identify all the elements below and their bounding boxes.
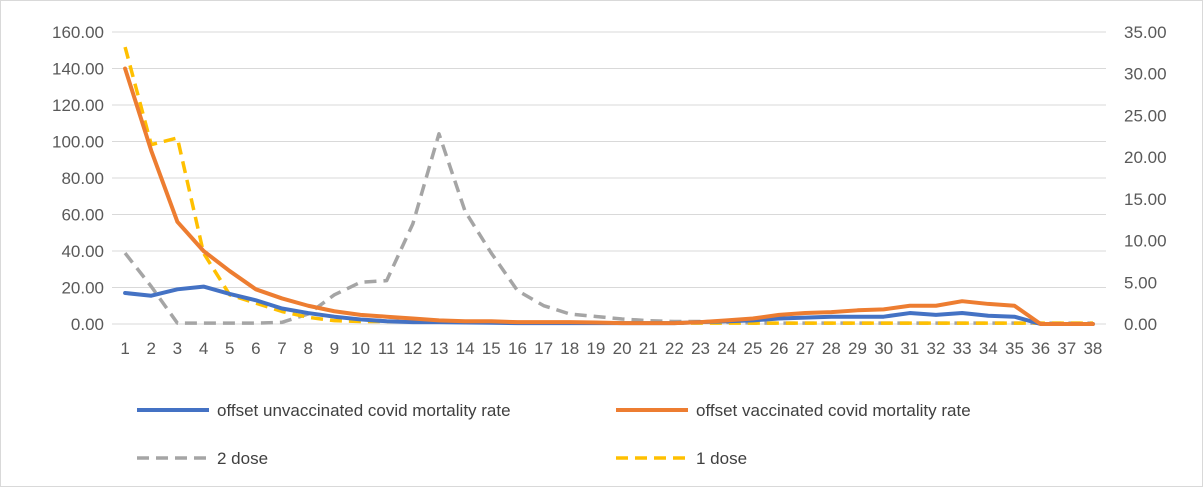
left-y-tick-label: 140.00: [52, 60, 104, 79]
x-tick-label: 1: [120, 339, 129, 358]
x-tick-label: 33: [953, 339, 972, 358]
x-tick-label: 10: [351, 339, 370, 358]
left-y-tick-label: 40.00: [61, 242, 104, 261]
x-tick-label: 32: [927, 339, 946, 358]
x-tick-label: 16: [508, 339, 527, 358]
right-y-tick-label: 25.00: [1124, 106, 1167, 125]
x-tick-label: 9: [330, 339, 339, 358]
x-tick-label: 19: [586, 339, 605, 358]
x-tick-label: 25: [743, 339, 762, 358]
legend: offset unvaccinated covid mortality rate…: [137, 401, 971, 468]
x-tick-label: 29: [848, 339, 867, 358]
x-tick-label: 34: [979, 339, 998, 358]
left-y-tick-label: 120.00: [52, 96, 104, 115]
x-tick-label: 30: [874, 339, 893, 358]
x-tick-label: 11: [378, 339, 396, 358]
x-tick-label: 14: [456, 339, 475, 358]
x-tick-label: 2: [147, 339, 156, 358]
x-tick-label: 17: [534, 339, 553, 358]
series-group: [123, 46, 1095, 326]
x-tick-label: 36: [1031, 339, 1050, 358]
left-y-tick-label: 100.00: [52, 133, 104, 152]
x-tick-label: 5: [225, 339, 234, 358]
x-tick-label: 13: [430, 339, 449, 358]
x-tick-label: 26: [770, 339, 789, 358]
legend-label: 1 dose: [696, 449, 747, 468]
series-line-2-dose: [123, 132, 1093, 325]
x-tick-label: 7: [277, 339, 286, 358]
series-line-offset-vaccinated-covid-mortality-rate: [123, 66, 1095, 326]
x-tick-label: 8: [303, 339, 312, 358]
right-y-tick-label: 0.00: [1124, 315, 1157, 334]
right-y-axis-ticks: 0.00 5.00 10.00 15.00 20.00 25.00 30.00 35.00: [1124, 23, 1167, 334]
legend-label: 2 dose: [217, 449, 268, 468]
right-y-tick-label: 20.00: [1124, 148, 1167, 167]
right-y-tick-label: 5.00: [1124, 273, 1157, 292]
x-tick-label: 12: [403, 339, 422, 358]
left-y-tick-label: 60.00: [61, 206, 104, 225]
x-tick-label: 3: [173, 339, 182, 358]
x-tick-label: 6: [251, 339, 260, 358]
x-tick-label: 27: [796, 339, 815, 358]
left-y-tick-label: 20.00: [61, 279, 104, 298]
x-tick-label: 24: [717, 339, 736, 358]
legend-label: offset unvaccinated covid mortality rate: [217, 401, 511, 420]
x-tick-label: 28: [822, 339, 841, 358]
left-y-tick-label: 160.00: [52, 23, 104, 42]
x-tick-label: 38: [1083, 339, 1102, 358]
series-line-1-dose: [123, 46, 1093, 325]
x-tick-label: 23: [691, 339, 710, 358]
x-axis-ticks: 1 2 3 4 5 6 7 8 9 10 11 12 13 14 15 16 17 18 19 20 21 22 23 24 2…: [120, 339, 1102, 358]
gridlines: [112, 31, 1106, 325]
left-y-tick-label: 80.00: [61, 169, 104, 188]
x-tick-label: 31: [900, 339, 919, 358]
x-tick-label: 20: [613, 339, 632, 358]
x-tick-label: 21: [639, 339, 658, 358]
right-y-tick-label: 30.00: [1124, 65, 1167, 84]
right-y-tick-label: 15.00: [1124, 190, 1167, 209]
x-tick-label: 15: [482, 339, 501, 358]
left-y-tick-label: 0.00: [71, 315, 104, 334]
x-tick-label: 35: [1005, 339, 1024, 358]
right-y-tick-label: 35.00: [1124, 23, 1167, 42]
x-tick-label: 22: [665, 339, 684, 358]
legend-label: offset vaccinated covid mortality rate: [696, 401, 971, 420]
left-y-axis-ticks: 0.00 20.00 40.00 60.00 80.00 100.00 120.00 140.…: [52, 23, 104, 334]
x-tick-label: 4: [199, 339, 208, 358]
x-tick-label: 18: [560, 339, 579, 358]
right-y-tick-label: 10.00: [1124, 232, 1167, 251]
x-tick-label: 37: [1057, 339, 1076, 358]
